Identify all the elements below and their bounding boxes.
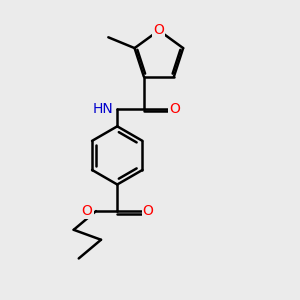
Text: O: O — [153, 23, 164, 38]
Text: O: O — [169, 102, 180, 116]
Text: O: O — [82, 204, 92, 218]
Text: O: O — [143, 204, 154, 218]
Text: HN: HN — [93, 102, 114, 116]
